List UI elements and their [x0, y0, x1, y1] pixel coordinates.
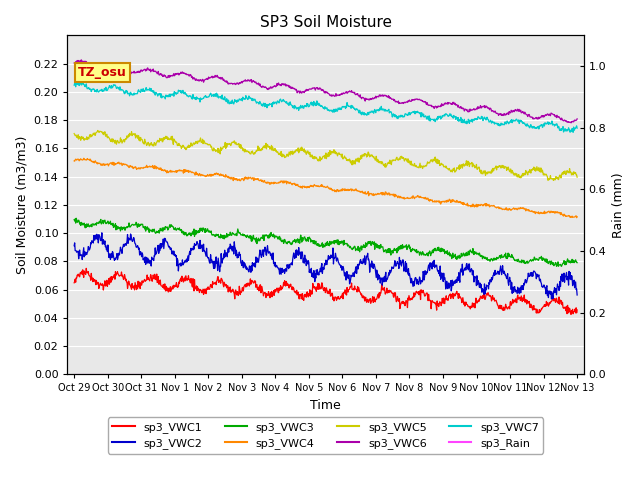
sp3_VWC6 [122, 67, 130, 73]
sp3_VWC4 [292, 181, 300, 187]
sp3_VWC7 [569, 130, 577, 135]
X-axis label: Time: Time [310, 399, 341, 412]
sp3_VWC1 [292, 290, 300, 296]
sp3_VWC5 [274, 150, 282, 156]
sp3_VWC5 [550, 178, 557, 183]
sp3_VWC2 [292, 254, 300, 260]
sp3_VWC2 [70, 243, 78, 249]
sp3_VWC5 [292, 147, 300, 153]
sp3_VWC5 [573, 174, 581, 180]
sp3_VWC3 [72, 216, 80, 221]
sp3_VWC1 [274, 289, 282, 295]
sp3_VWC3 [573, 260, 581, 265]
sp3_VWC3 [472, 249, 480, 255]
Legend: sp3_VWC1, sp3_VWC2, sp3_VWC3, sp3_VWC4, sp3_VWC5, sp3_VWC6, sp3_VWC7, sp3_Rain: sp3_VWC1, sp3_VWC2, sp3_VWC3, sp3_VWC4, … [108, 417, 543, 454]
sp3_VWC6 [463, 107, 470, 112]
Line: sp3_VWC5: sp3_VWC5 [74, 131, 577, 180]
Title: SP3 Soil Moisture: SP3 Soil Moisture [260, 15, 392, 30]
sp3_VWC4 [416, 193, 424, 199]
sp3_VWC6 [573, 116, 581, 122]
sp3_VWC5 [122, 136, 130, 142]
sp3_VWC1 [416, 288, 424, 294]
sp3_Rain [472, 372, 479, 377]
Line: sp3_VWC4: sp3_VWC4 [74, 158, 577, 217]
sp3_VWC6 [274, 82, 282, 87]
Line: sp3_VWC6: sp3_VWC6 [74, 60, 577, 123]
Line: sp3_VWC3: sp3_VWC3 [74, 218, 577, 266]
sp3_VWC1 [567, 312, 575, 317]
sp3_VWC1 [472, 295, 480, 301]
sp3_VWC2 [98, 230, 106, 236]
sp3_VWC2 [573, 292, 581, 298]
sp3_VWC7 [463, 121, 470, 127]
Y-axis label: Rain (mm): Rain (mm) [612, 172, 625, 238]
sp3_Rain [274, 372, 282, 377]
sp3_VWC2 [122, 242, 130, 248]
sp3_VWC5 [416, 160, 424, 166]
sp3_VWC3 [292, 239, 300, 244]
sp3_VWC7 [292, 106, 300, 111]
sp3_VWC4 [573, 215, 580, 220]
sp3_VWC5 [463, 160, 470, 166]
sp3_Rain [573, 372, 581, 377]
sp3_VWC6 [292, 86, 300, 92]
sp3_VWC7 [77, 79, 84, 85]
sp3_VWC5 [94, 128, 102, 133]
sp3_VWC4 [274, 180, 282, 186]
sp3_VWC4 [70, 158, 78, 164]
sp3_VWC2 [548, 296, 556, 302]
sp3_VWC4 [573, 214, 581, 220]
sp3_VWC1 [573, 307, 581, 313]
sp3_VWC3 [463, 251, 470, 257]
sp3_Rain [463, 372, 470, 377]
sp3_Rain [122, 372, 129, 377]
sp3_VWC4 [122, 162, 130, 168]
sp3_VWC6 [567, 120, 575, 126]
sp3_VWC6 [472, 107, 480, 112]
sp3_VWC2 [472, 276, 480, 281]
sp3_VWC1 [70, 280, 78, 286]
sp3_Rain [416, 372, 424, 377]
sp3_VWC5 [70, 131, 78, 136]
Line: sp3_VWC7: sp3_VWC7 [74, 82, 577, 132]
sp3_VWC5 [472, 165, 480, 170]
Line: sp3_VWC2: sp3_VWC2 [74, 233, 577, 299]
sp3_VWC2 [463, 261, 470, 266]
sp3_VWC7 [274, 99, 282, 105]
Line: sp3_VWC1: sp3_VWC1 [74, 268, 577, 314]
sp3_VWC7 [416, 110, 424, 116]
sp3_VWC1 [83, 265, 90, 271]
sp3_VWC6 [70, 60, 78, 66]
sp3_VWC4 [80, 156, 88, 161]
Text: TZ_osu: TZ_osu [78, 66, 127, 79]
sp3_VWC1 [122, 276, 130, 282]
sp3_VWC3 [557, 264, 565, 269]
sp3_VWC7 [573, 125, 581, 131]
sp3_VWC7 [70, 82, 78, 88]
sp3_VWC7 [472, 116, 480, 121]
Y-axis label: Soil Moisture (m3/m3): Soil Moisture (m3/m3) [15, 136, 28, 274]
sp3_VWC3 [274, 236, 282, 242]
sp3_VWC2 [416, 276, 424, 282]
sp3_VWC3 [122, 225, 130, 231]
sp3_VWC4 [463, 202, 470, 208]
sp3_VWC2 [274, 265, 282, 271]
sp3_VWC7 [122, 88, 130, 94]
sp3_VWC4 [472, 203, 480, 208]
sp3_VWC6 [77, 57, 85, 63]
sp3_VWC3 [70, 216, 78, 222]
sp3_VWC3 [416, 250, 424, 256]
sp3_Rain [292, 372, 300, 377]
sp3_Rain [70, 372, 78, 377]
sp3_VWC1 [463, 301, 470, 307]
sp3_VWC6 [416, 97, 424, 103]
